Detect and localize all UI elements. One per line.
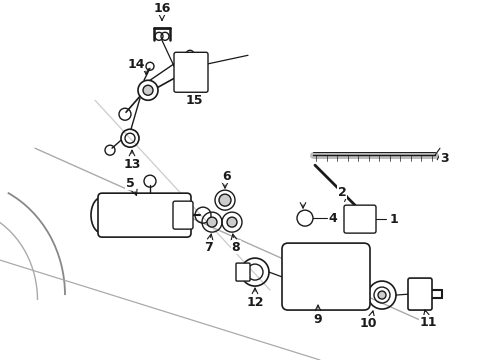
FancyBboxPatch shape [282, 243, 370, 310]
Text: 13: 13 [123, 158, 141, 171]
Text: 12: 12 [246, 296, 264, 309]
FancyBboxPatch shape [408, 278, 432, 310]
Text: 10: 10 [359, 316, 377, 329]
Circle shape [121, 208, 135, 222]
Circle shape [207, 217, 217, 227]
FancyBboxPatch shape [173, 201, 193, 229]
FancyBboxPatch shape [344, 205, 376, 233]
Circle shape [378, 291, 386, 299]
FancyBboxPatch shape [236, 263, 250, 281]
Text: 11: 11 [419, 315, 437, 329]
Text: 14: 14 [127, 58, 145, 71]
Text: 6: 6 [222, 170, 231, 183]
Text: 2: 2 [338, 186, 346, 199]
Circle shape [143, 85, 153, 95]
Circle shape [227, 217, 237, 227]
Text: 4: 4 [329, 212, 338, 225]
Text: 9: 9 [314, 312, 322, 325]
Text: 3: 3 [440, 152, 448, 165]
Text: 5: 5 [125, 177, 134, 190]
Text: 16: 16 [153, 2, 171, 15]
FancyBboxPatch shape [174, 52, 208, 92]
Text: 1: 1 [390, 213, 398, 226]
Text: 7: 7 [204, 240, 212, 253]
Text: 15: 15 [185, 94, 203, 107]
Circle shape [219, 194, 231, 206]
Text: 8: 8 [232, 240, 240, 253]
FancyBboxPatch shape [98, 193, 191, 237]
